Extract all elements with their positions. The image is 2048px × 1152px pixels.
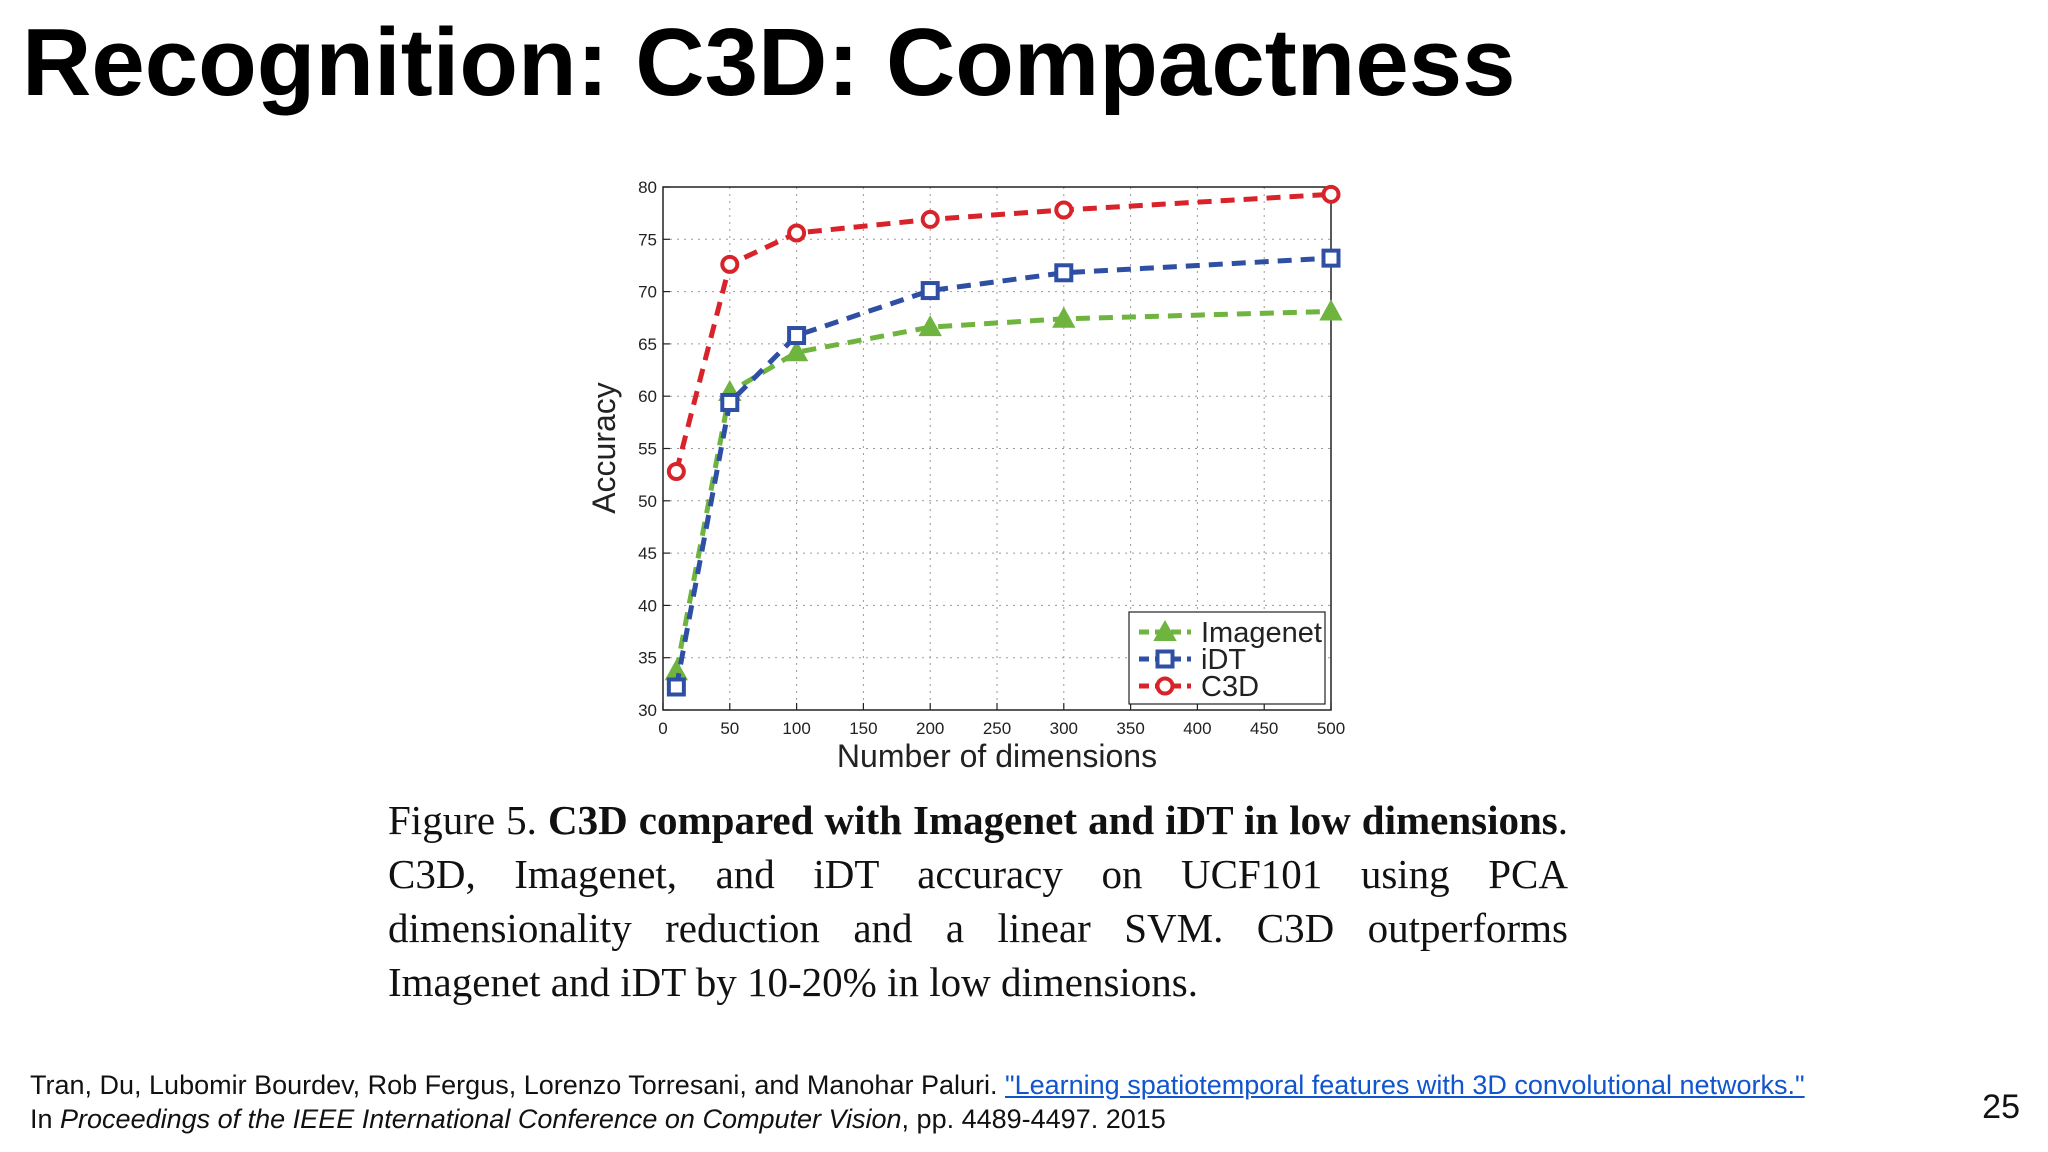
citation-prefix: In [30, 1104, 61, 1134]
legend-item-imagenet: Imagenet [1139, 617, 1322, 649]
legend-c3d-circle-marker [1155, 676, 1175, 696]
x-axis-label: Number of dimensions [837, 738, 1157, 774]
y-tick-label: 40 [638, 596, 657, 615]
y-tick-label: 70 [638, 283, 657, 302]
legend-label-imagenet: Imagenet [1201, 617, 1322, 649]
slide-title: Recognition: C3D: Compactness [22, 9, 1516, 116]
y-tick-label: 50 [638, 492, 657, 511]
legend-label-idt: iDT [1201, 644, 1246, 676]
x-tick-label: 500 [1317, 719, 1345, 738]
citation: Tran, Du, Lubomir Bourdev, Rob Fergus, L… [30, 1068, 1805, 1136]
idt-square-marker [1321, 248, 1341, 268]
accuracy-line-chart: 30 35 40 45 50 55 60 65 70 75 80 0 50 100 150 200 250 30… [586, 178, 1345, 774]
legend-item-c3d: C3D [1139, 671, 1259, 703]
y-tick-label: 65 [638, 335, 657, 354]
idt-square-marker [720, 392, 740, 412]
citation-venue: Proceedings of the IEEE International Co… [60, 1104, 902, 1134]
y-tick-label: 60 [638, 387, 657, 406]
c3d-circle-marker [920, 209, 940, 229]
citation-authors: Tran, Du, Lubomir Bourdev, Rob Fergus, L… [30, 1070, 998, 1100]
x-tick-label: 400 [1183, 719, 1211, 738]
caption-body: . C3D, Imagenet, and iDT accuracy on UCF… [388, 797, 1569, 1005]
y-axis-ticks: 30 35 40 45 50 55 60 65 70 75 80 [638, 178, 670, 720]
y-axis-label: Accuracy [586, 382, 622, 514]
citation-line-1: Tran, Du, Lubomir Bourdev, Rob Fergus, L… [30, 1068, 1805, 1102]
imagenet-triangle-marker [784, 340, 809, 362]
x-tick-label: 0 [658, 719, 667, 738]
x-tick-label: 200 [916, 719, 944, 738]
figure-caption: Figure 5. C3D compared with Imagenet and… [388, 793, 1568, 1009]
legend-label-c3d: C3D [1201, 671, 1259, 703]
idt-square-marker [920, 281, 940, 301]
x-tick-label: 300 [1050, 719, 1078, 738]
y-tick-label: 75 [638, 230, 657, 249]
y-tick-label: 55 [638, 440, 657, 459]
x-tick-label: 350 [1116, 719, 1144, 738]
series-line-imagenet [673, 308, 1332, 672]
c3d-circle-marker [787, 223, 807, 243]
legend-item-idt: iDT [1139, 644, 1246, 676]
caption-paragraph: Figure 5. C3D compared with Imagenet and… [388, 793, 1568, 1009]
series-idt [666, 248, 1341, 697]
series-line-idt [673, 255, 1332, 688]
c3d-circle-marker [666, 462, 686, 482]
imagenet-triangle-marker [1052, 306, 1076, 328]
y-tick-label: 35 [638, 649, 657, 668]
citation-line-2: In Proceedings of the IEEE International… [30, 1102, 1805, 1136]
x-axis-ticks: 0 50 100 150 200 250 300 350 400 450 500 [658, 703, 1345, 738]
c3d-circle-marker [720, 254, 740, 274]
citation-pages: , pp. 4489-4497. 2015 [901, 1104, 1166, 1134]
series-c3d [666, 184, 1341, 482]
x-tick-label: 150 [849, 719, 877, 738]
caption-bold-title: C3D compared with Imagenet and iDT in lo… [547, 797, 1558, 843]
x-tick-label: 250 [983, 719, 1011, 738]
idt-square-marker [787, 326, 807, 346]
c3d-circle-marker [1321, 184, 1341, 204]
y-tick-label: 80 [638, 178, 657, 197]
x-tick-label: 450 [1250, 719, 1278, 738]
imagenet-triangle-marker [1319, 299, 1343, 321]
idt-square-marker [1054, 263, 1074, 283]
chart-series [664, 184, 1343, 697]
y-tick-label: 45 [638, 544, 657, 563]
page-number: 25 [1982, 1088, 2020, 1126]
idt-square-marker [666, 677, 686, 697]
legend-idt-square-marker [1155, 649, 1175, 669]
paper-link[interactable]: "Learning spatiotemporal features with 3… [1005, 1070, 1805, 1100]
caption-label: Figure 5. [388, 797, 537, 843]
y-tick-label: 30 [638, 701, 657, 720]
imagenet-triangle-marker [918, 315, 942, 337]
legend-imagenet-triangle-marker [1153, 619, 1177, 641]
x-tick-label: 50 [720, 719, 739, 738]
c3d-circle-marker [1054, 200, 1074, 220]
x-tick-label: 100 [782, 719, 810, 738]
series-line-c3d [673, 191, 1332, 473]
